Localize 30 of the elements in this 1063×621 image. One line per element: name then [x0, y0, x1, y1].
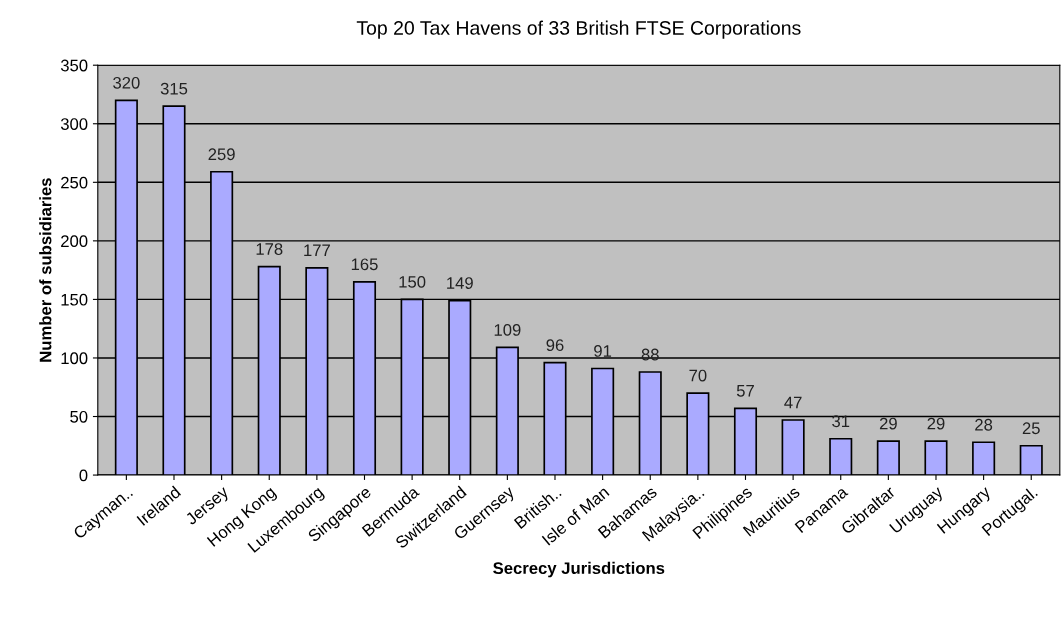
y-tick-label: 0: [79, 469, 88, 482]
data-label: 96: [546, 339, 564, 352]
data-label: 29: [927, 417, 945, 430]
data-label: 29: [879, 417, 897, 430]
data-label: 28: [975, 418, 993, 431]
data-label: 150: [399, 275, 426, 288]
y-axis-title: Number of subsidiaries: [39, 178, 52, 362]
data-label: 70: [689, 369, 707, 382]
y-tick-label: 50: [70, 410, 88, 423]
data-label: 25: [1022, 422, 1040, 435]
data-label: 149: [447, 277, 473, 289]
data-label: 165: [351, 258, 378, 271]
data-label: 259: [208, 148, 235, 161]
x-axis-title: Secrecy Jurisdictions: [493, 561, 665, 578]
data-label: 177: [304, 244, 330, 256]
data-label: 109: [494, 323, 521, 336]
data-label: 47: [784, 396, 802, 409]
y-tick-label: 100: [61, 352, 88, 365]
data-label: 31: [832, 415, 850, 428]
y-tick-label: 250: [61, 176, 88, 189]
data-label: 315: [160, 82, 188, 95]
chart-title: Top 20 Tax Havens of 33 British FTSE Corporations: [356, 20, 801, 39]
data-label: 320: [113, 76, 140, 89]
y-tick-label: 300: [60, 118, 88, 130]
data-label: 57: [736, 385, 754, 397]
y-tick-label: 350: [60, 59, 88, 72]
y-tick-label: 200: [61, 235, 88, 248]
y-tick-label: 150: [61, 293, 88, 306]
data-label: 91: [594, 345, 612, 357]
data-label: 178: [256, 243, 283, 255]
